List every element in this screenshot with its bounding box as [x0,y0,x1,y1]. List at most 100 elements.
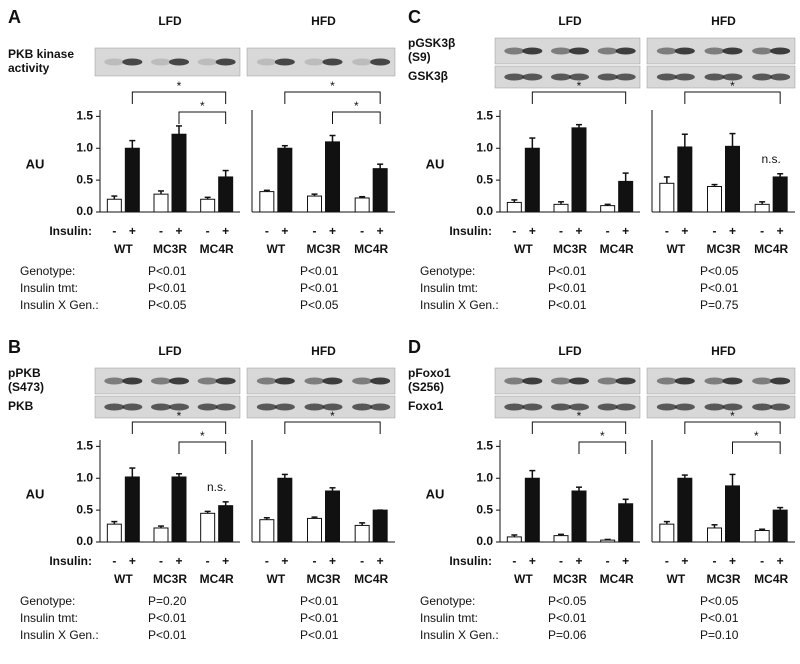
panel: D AU Insulin: Genotype: Insulin tmt: Insulin … [408,337,796,642]
series-label: - [360,554,364,568]
significance-bracket [131,421,227,434]
bar [772,509,788,543]
stat-value: P<0.05 [148,298,187,312]
bar [124,476,140,543]
series-label: - [512,554,516,568]
bar [618,503,634,543]
series-label: + [329,224,336,238]
blot-band [504,73,525,81]
stat-label: Genotype: [420,594,475,608]
series-label: + [622,554,629,568]
blot-band [256,403,277,411]
bar [259,191,275,213]
blot-band [352,58,373,66]
series-label: - [206,554,210,568]
blot-band [215,403,236,411]
blot-band [551,47,571,55]
significance-bracket [531,421,627,434]
blot-band [569,73,589,81]
blot-band [352,377,373,385]
blot-band [169,403,189,411]
stat-value: P<0.05 [548,594,587,608]
series-label: - [713,554,717,568]
blot-band [752,47,773,55]
series-label: - [313,224,317,238]
bar [106,198,122,213]
series-label: + [281,554,288,568]
bar [277,477,293,543]
blot-label: (S473) [8,380,44,394]
blot-band [615,403,636,411]
blot-band [370,377,391,385]
bar [171,133,187,213]
stat-label: Insulin tmt: [420,611,478,625]
blot-band [256,58,277,66]
x-tick-label: MC4R [754,242,788,256]
series-label: - [760,224,764,238]
stat-label: Insulin tmt: [20,611,78,625]
y-axis-label: AU [426,486,445,501]
blot-band [704,73,725,81]
panel: A AU Insulin: Genotype: Insulin tmt: Insulin … [8,7,396,312]
blot-band [615,377,636,385]
significance-label: * [354,99,359,113]
y-axis-label: AU [426,156,445,171]
blot-band [104,58,125,66]
bar [677,146,693,213]
x-tick-label: MC3R [153,572,187,586]
blot-band [197,403,218,411]
x-tick-label: MC3R [706,572,740,586]
x-tick-label: MC4R [354,572,388,586]
bar [524,147,540,213]
significance-label: * [330,409,335,423]
significance-bracket [178,111,227,124]
bar [553,203,569,213]
bar [754,203,770,213]
series-label: + [222,554,229,568]
blot-label: pPKB [8,366,41,380]
bar [171,476,187,543]
bar [106,523,122,543]
series-label: + [129,554,136,568]
insulin-label: Insulin: [49,224,92,238]
blot-band [597,47,618,55]
stat-value: P<0.01 [148,628,187,642]
stat-label: Insulin X Gen.: [420,298,499,312]
bar [325,490,340,543]
y-tick-label: 1.5 [476,439,493,453]
bar [754,530,770,543]
y-tick-label: 1.0 [476,470,493,484]
series-label: + [681,554,688,568]
significance-bracket [684,421,781,434]
bar [153,193,169,213]
x-tick-label: MC4R [600,242,634,256]
blot-band [151,377,171,385]
series-label: - [112,224,116,238]
x-tick-label: WT [114,572,133,586]
blot-band [674,377,695,385]
blot-band [322,377,343,385]
series-label: + [222,224,229,238]
blot-band [122,58,143,66]
blot-band [215,377,236,385]
panel: C AU Insulin: Genotype: Insulin tmt: Insulin … [408,7,796,312]
significance-label: * [730,79,735,93]
x-tick-label: MC4R [754,572,788,586]
significance-label: * [200,429,205,443]
stat-value: P<0.05 [700,594,739,608]
blot-band [322,403,343,411]
bar [506,201,522,213]
significance-bracket [578,441,627,454]
significance-bracket [531,91,627,104]
y-tick-label: 1.5 [476,109,493,123]
bar [553,535,569,543]
blot-band [656,47,677,55]
blot-band [770,47,791,55]
stat-value: P<0.01 [548,264,587,278]
series-label: - [159,224,163,238]
stat-value: P<0.01 [548,298,587,312]
series-label: - [665,224,669,238]
x-tick-label: MC3R [306,572,340,586]
stat-value: P<0.01 [548,281,587,295]
